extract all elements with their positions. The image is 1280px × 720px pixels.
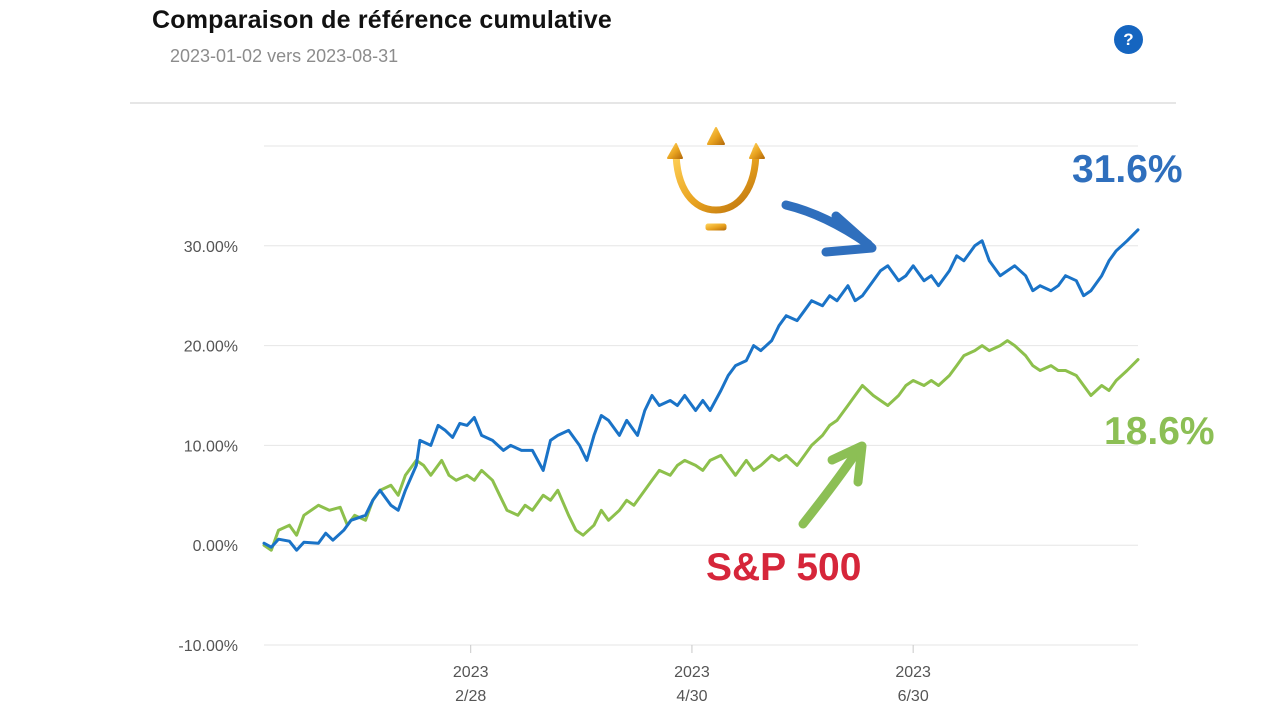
portfolio-arrow	[781, 200, 877, 257]
portfolio-final-label: 31.6%	[1072, 148, 1183, 191]
benchmark-final-label: 18.6%	[1104, 410, 1215, 453]
date-range-subtitle: 2023-01-02 vers 2023-08-31	[170, 46, 399, 66]
y-tick-label: -10.00%	[178, 638, 238, 655]
series-lines	[262, 228, 1140, 552]
x-tick-date: 2/28	[455, 688, 486, 705]
trident-icon	[667, 127, 765, 239]
y-tick-label: 10.00%	[184, 438, 238, 455]
header-divider	[130, 102, 1176, 104]
help-icon[interactable]: ?	[1114, 25, 1143, 54]
portfolio-series-line	[262, 228, 1140, 552]
y-tick-label: 20.00%	[184, 339, 238, 356]
gridlines	[264, 145, 1138, 646]
x-tick-year: 2023	[674, 664, 710, 681]
chart-title: Comparaison de référence cumulative	[152, 6, 612, 34]
x-tick-year: 2023	[895, 664, 931, 681]
y-tick-label: 0.00%	[193, 538, 238, 555]
x-tick-date: 4/30	[676, 688, 707, 705]
y-axis: 30.00% 20.00% 10.00% 0.00% -10.00%	[178, 239, 238, 655]
x-tick-date: 6/30	[898, 688, 929, 705]
benchmark-arrow	[798, 441, 867, 529]
y-tick-label: 30.00%	[184, 239, 238, 256]
x-axis: 2023 2/28 2023 4/30 2023 6/30	[453, 645, 931, 705]
x-tick-year: 2023	[453, 664, 489, 681]
benchmark-name-label: S&P 500	[706, 546, 861, 589]
